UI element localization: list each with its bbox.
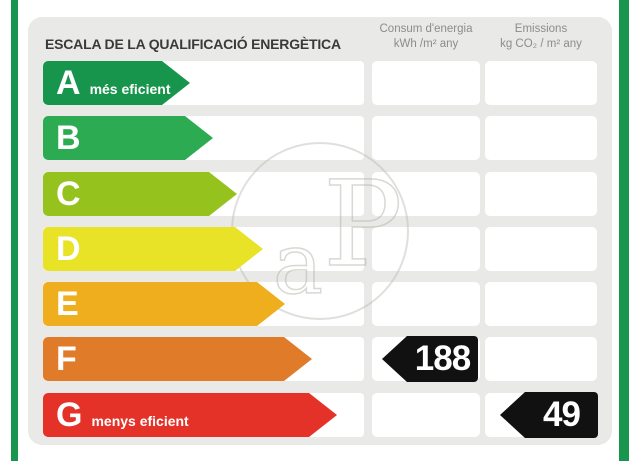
rating-letter: E	[56, 285, 79, 323]
rating-rows: A més eficient B C	[28, 17, 612, 445]
emissions-cell	[485, 337, 597, 381]
rating-arrow-f: F	[43, 337, 312, 381]
rating-letter: B	[56, 119, 81, 157]
rating-letter: D	[56, 230, 81, 268]
rating-arrow-e: E	[43, 282, 285, 326]
efficiency-label-least: menys eficient	[91, 413, 189, 429]
emissions-value: 49	[543, 395, 581, 434]
page-title: ESCALA DE LA QUALIFICACIÓ ENERGÈTICA	[45, 36, 341, 52]
rating-panel: ESCALA DE LA QUALIFICACIÓ ENERGÈTICA Con…	[28, 17, 612, 445]
column-header-emissions-title: Emissions	[514, 23, 568, 35]
frame-stripe-right	[619, 0, 629, 461]
rating-row-e: E	[28, 282, 612, 326]
rating-arrow-d: D	[43, 227, 263, 271]
consumption-value: 188	[414, 339, 471, 378]
rating-arrow-a: A més eficient	[43, 61, 190, 105]
rating-letter: F	[56, 340, 77, 378]
consumption-cell	[372, 227, 480, 271]
column-header-emissions-unit: kg CO₂ / m² any	[500, 38, 582, 50]
rating-arrow-g: G menys eficient	[43, 393, 337, 437]
column-header-emissions: Emissions kg CO₂ / m² any	[476, 22, 606, 52]
rating-row-c: C	[28, 172, 612, 216]
rating-arrow-b: B	[43, 116, 213, 160]
frame-stripe-left	[11, 0, 18, 461]
column-header-consumption-unit: kWh /m² any	[393, 38, 459, 50]
rating-arrow-c: C	[43, 172, 237, 216]
rating-row-a: A més eficient	[28, 61, 612, 105]
rating-row-d: D	[28, 227, 612, 271]
consumption-cell	[372, 282, 480, 326]
emissions-cell	[485, 116, 597, 160]
emissions-cell	[485, 227, 597, 271]
consumption-cell	[372, 393, 480, 437]
rating-letter: C	[56, 175, 81, 213]
rating-letter: A	[56, 64, 81, 102]
rating-letter: G	[56, 396, 83, 434]
consumption-cell	[372, 116, 480, 160]
column-header-consumption-title: Consum d'energia	[379, 23, 473, 35]
emissions-cell	[485, 172, 597, 216]
consumption-cell	[372, 172, 480, 216]
emissions-cell	[485, 61, 597, 105]
emissions-cell	[485, 282, 597, 326]
rating-row-f: F	[28, 337, 612, 381]
consumption-cell	[372, 61, 480, 105]
column-header-consumption: Consum d'energia kWh /m² any	[361, 22, 491, 52]
efficiency-label-most: més eficient	[89, 81, 171, 97]
rating-row-b: B	[28, 116, 612, 160]
